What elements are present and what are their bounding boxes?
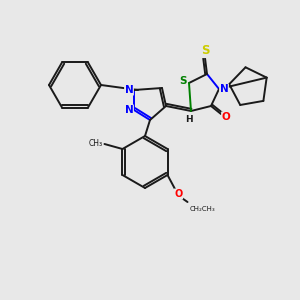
Text: CH₃: CH₃ [88,139,103,148]
Text: N: N [124,105,134,115]
Text: CH₂CH₃: CH₂CH₃ [190,206,215,212]
Text: H: H [185,116,193,124]
Text: O: O [174,189,183,199]
Text: S: S [179,76,187,86]
Text: S: S [201,44,209,58]
Text: N: N [220,84,228,94]
Text: N: N [124,85,134,95]
Text: O: O [222,112,230,122]
